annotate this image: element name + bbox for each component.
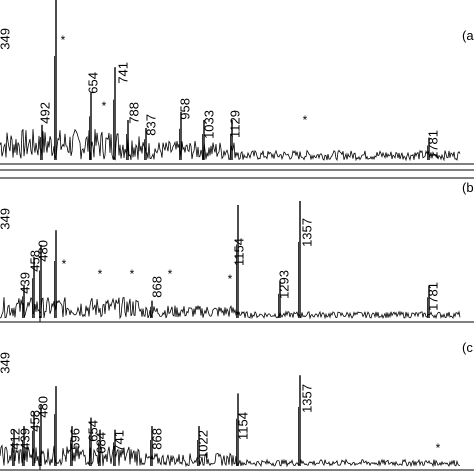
- peak-label: 958: [177, 98, 192, 120]
- peak-label: 1781: [425, 130, 440, 159]
- peak-label: 868: [149, 428, 164, 450]
- peak-label: 741: [111, 430, 126, 452]
- peak-label: 684: [93, 432, 108, 454]
- peak-label: 1293: [276, 270, 291, 299]
- asterisk-marker: *: [303, 113, 308, 127]
- asterisk-marker: *: [102, 99, 107, 113]
- panel-label: (a: [462, 28, 474, 43]
- peak-label: 349: [0, 352, 12, 374]
- peak-label: 1781: [425, 282, 440, 311]
- peak-label: 1154: [235, 412, 250, 440]
- peak-label: 412: [7, 428, 22, 450]
- peak-label: 1022: [195, 430, 210, 459]
- peak-label: 349: [0, 28, 12, 50]
- peak-label: 480: [35, 396, 50, 418]
- peak-label: 1154: [231, 238, 246, 266]
- peak-label: 439: [17, 428, 32, 450]
- asterisk-marker: *: [61, 33, 66, 47]
- peak-label: 480: [35, 240, 50, 262]
- panel-label: (b: [462, 180, 474, 195]
- spectrum-trace: [0, 296, 461, 320]
- peak-label: 1357: [299, 384, 314, 413]
- peak-label: 1129: [227, 110, 242, 138]
- asterisk-marker: *: [436, 441, 441, 455]
- peak-label: 654: [85, 420, 100, 442]
- peak-label: 596: [67, 428, 82, 450]
- peak-label: 458: [27, 250, 42, 272]
- peak-label: 1033: [201, 110, 216, 139]
- peak-label: 837: [143, 114, 158, 136]
- peak-label: 741: [115, 62, 130, 84]
- asterisk-marker: *: [228, 272, 233, 286]
- asterisk-marker: *: [98, 267, 103, 281]
- asterisk-marker: *: [130, 267, 135, 281]
- peak-label: 349: [0, 208, 12, 230]
- panel-label: (c: [462, 340, 473, 355]
- peak-label: 654: [85, 72, 100, 94]
- spectrum-trace: [0, 444, 461, 468]
- asterisk-marker: *: [168, 267, 173, 281]
- peak-label: 1357: [299, 218, 314, 247]
- asterisk-marker: *: [62, 257, 67, 271]
- peak-label: 492: [37, 102, 52, 124]
- peak-label: 868: [149, 276, 164, 298]
- peak-label: 439: [17, 272, 32, 294]
- spectrum-trace: [0, 128, 461, 162]
- peak-label: 458: [27, 410, 42, 432]
- peak-label: 788: [126, 102, 141, 124]
